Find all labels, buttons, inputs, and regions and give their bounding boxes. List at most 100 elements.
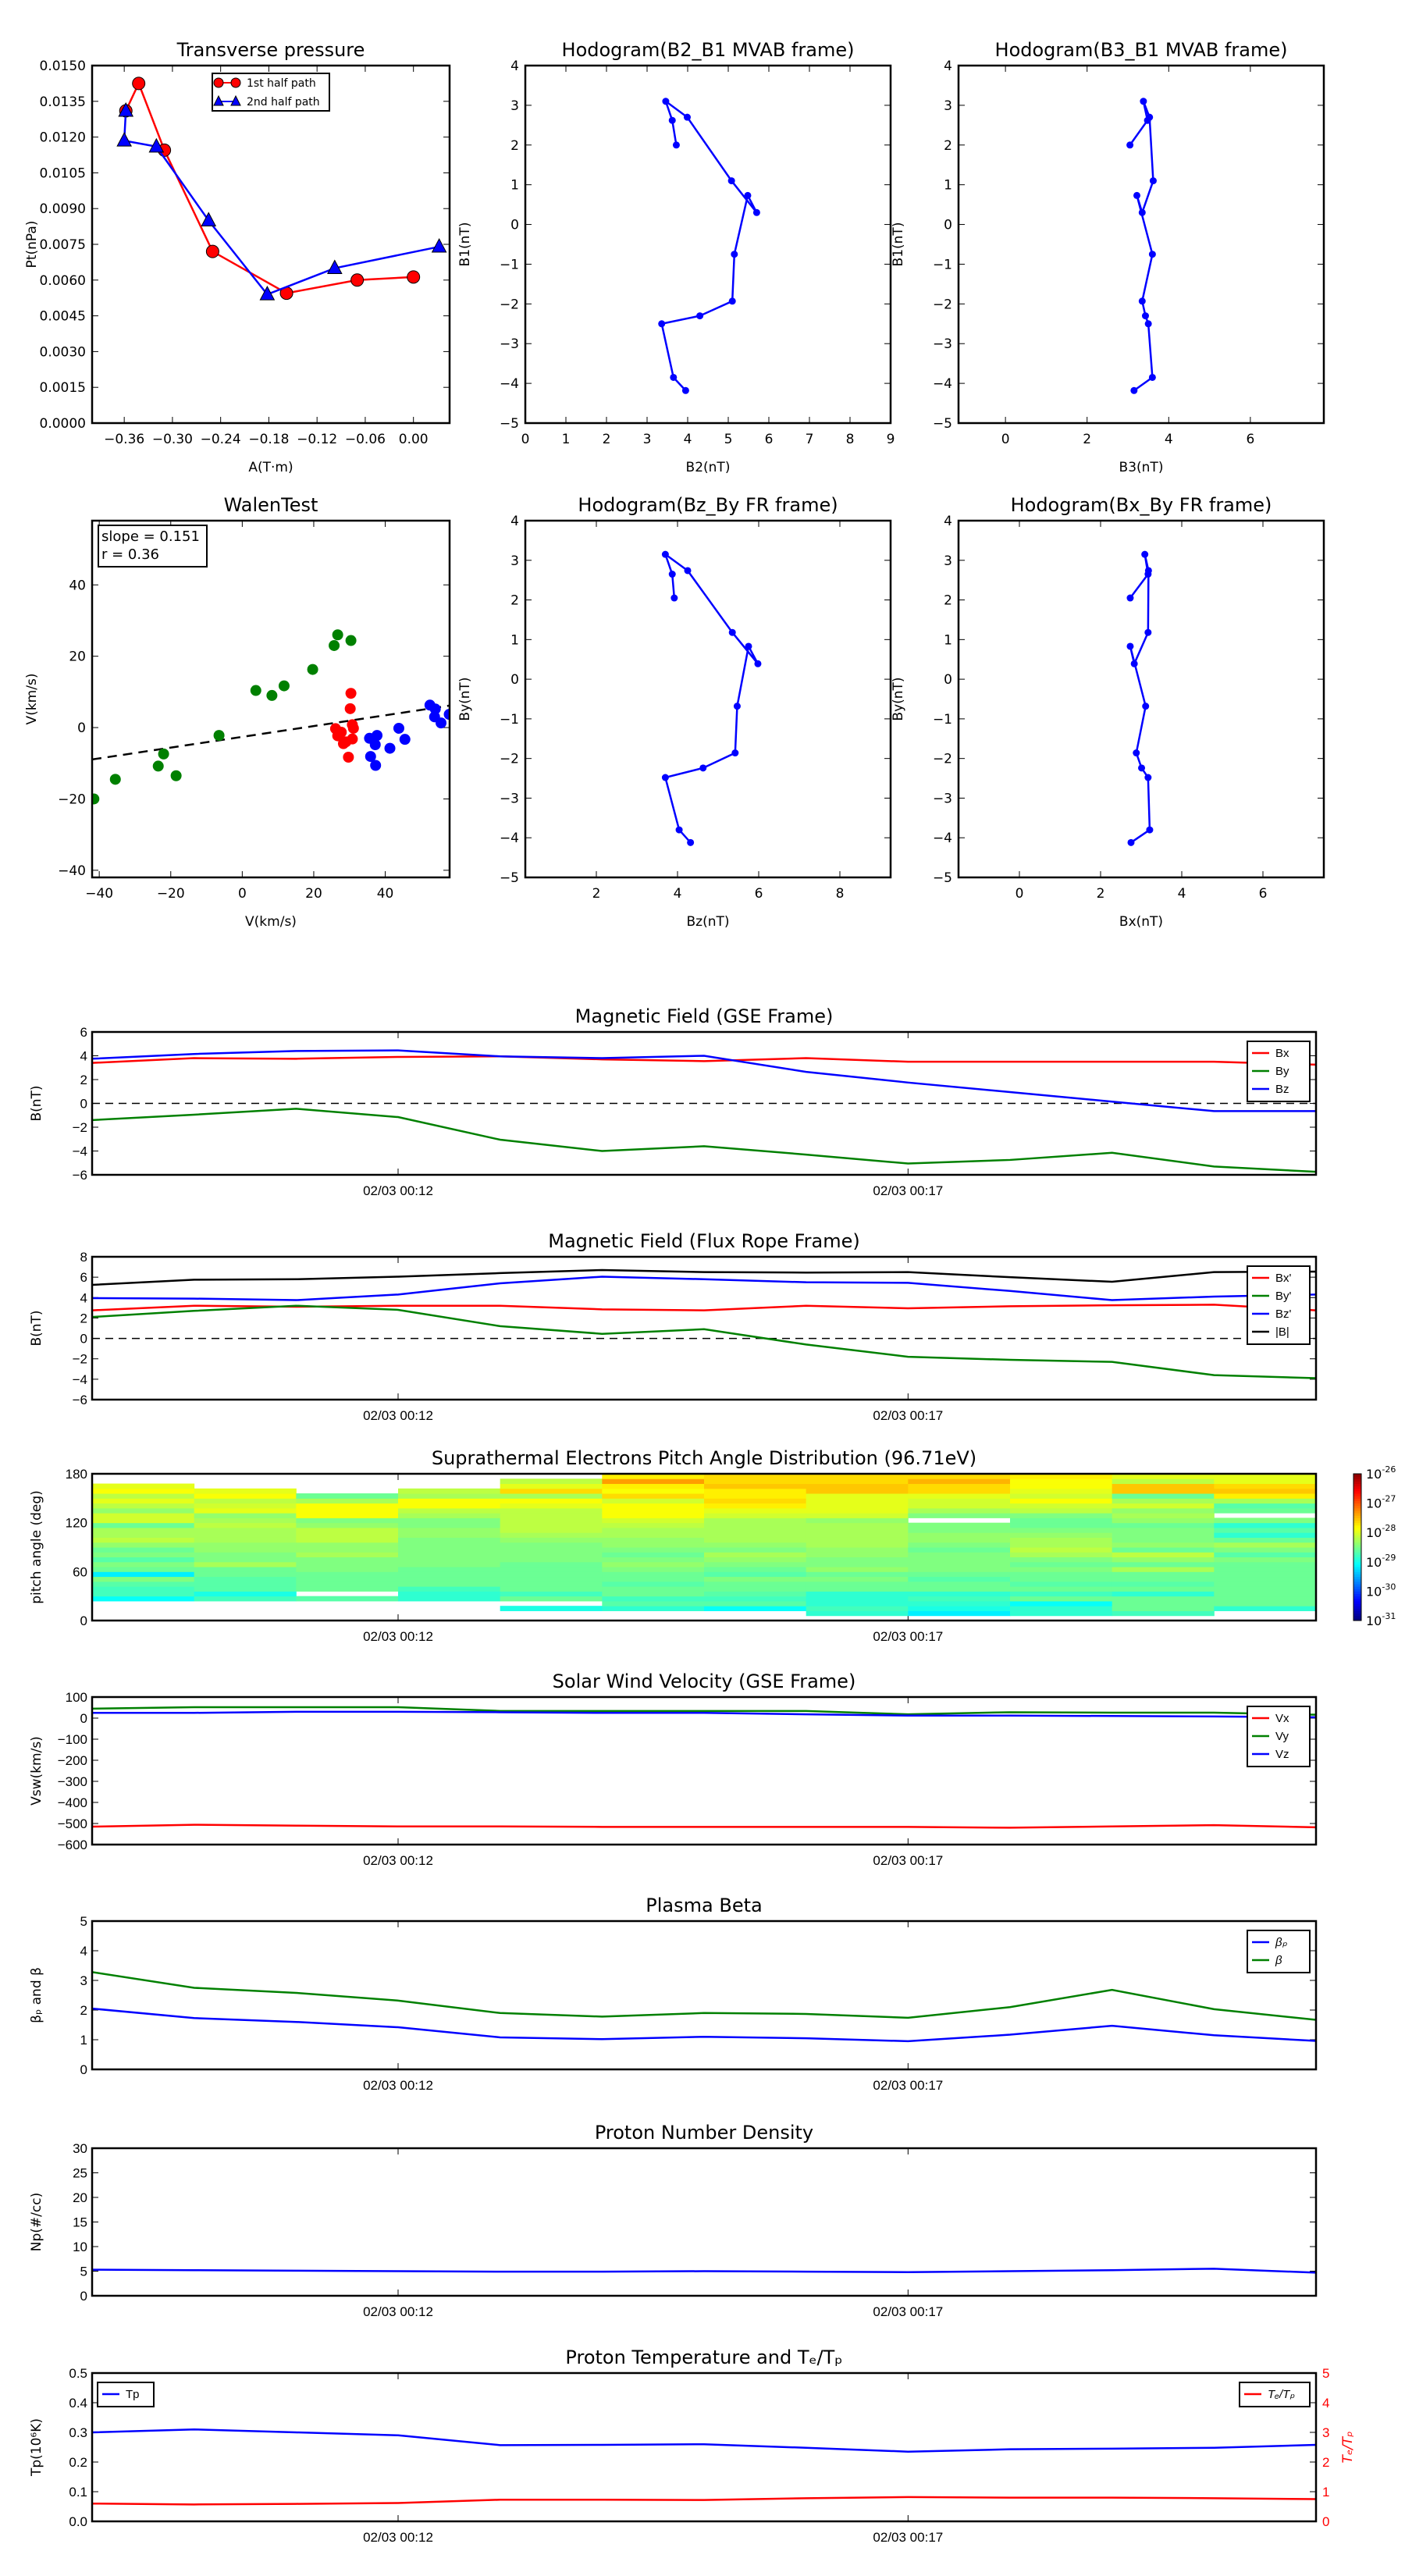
heatmap-cell bbox=[398, 1488, 501, 1494]
heatmap-cell bbox=[806, 1503, 909, 1509]
heatmap-cell bbox=[704, 1478, 807, 1485]
heatmap-cell bbox=[908, 1537, 1011, 1543]
x-tick-label: 0 bbox=[238, 886, 247, 902]
heatmap-cell bbox=[1214, 1581, 1316, 1587]
heatmap-cell bbox=[908, 1567, 1011, 1572]
data-point bbox=[745, 642, 752, 650]
heatmap-cell bbox=[602, 1586, 705, 1592]
heatmap-cell bbox=[806, 1561, 909, 1567]
plot-frame bbox=[91, 1920, 1318, 2071]
data-point bbox=[744, 191, 752, 199]
heatmap-cell bbox=[908, 1552, 1011, 1558]
y-tick-label: −4 bbox=[933, 376, 952, 392]
data-point bbox=[1126, 141, 1134, 149]
heatmap-cell bbox=[1010, 1600, 1113, 1606]
heatmap-cell bbox=[806, 1474, 909, 1479]
legend-label: Bx bbox=[1275, 1047, 1289, 1060]
heatmap-cell bbox=[806, 1552, 909, 1558]
heatmap-cell bbox=[1214, 1567, 1316, 1572]
hodogram-b2-b1-chart: Hodogram(B2_B1 MVAB frame) 0 1 2 3 4 5 6 7 8 9 −5 −4… bbox=[457, 39, 895, 475]
data-point bbox=[1146, 113, 1154, 121]
colorbar-segment bbox=[1353, 1608, 1361, 1611]
data-point bbox=[332, 730, 343, 742]
data-point bbox=[350, 273, 365, 287]
chart-title: Solar Wind Velocity (GSE Frame) bbox=[553, 1670, 856, 1692]
data-point bbox=[152, 760, 164, 772]
x-tick-label: 02/03 00:12 bbox=[363, 1629, 433, 1644]
heatmap-cell bbox=[500, 1606, 603, 1611]
heatmap-cell bbox=[194, 1503, 297, 1509]
colorbar-segment bbox=[1353, 1610, 1361, 1614]
heatmap-cell bbox=[500, 1513, 603, 1518]
data-point bbox=[733, 703, 741, 710]
data-point bbox=[699, 764, 707, 772]
colorbar-exponent: -31 bbox=[1382, 1611, 1396, 1621]
legend-label: β bbox=[1275, 1954, 1282, 1967]
data-point bbox=[92, 793, 100, 805]
heatmap-cell bbox=[908, 1522, 1011, 1528]
series-line-Te/Tp bbox=[92, 2496, 1316, 2506]
data-point bbox=[148, 137, 165, 153]
heatmap-cell bbox=[92, 1503, 195, 1509]
data-point bbox=[731, 749, 739, 757]
series-line-Vx bbox=[92, 1823, 1316, 1829]
heatmap-cell bbox=[398, 1522, 501, 1528]
heatmap-cell bbox=[1214, 1606, 1316, 1611]
y-tick-label: 0.0075 bbox=[40, 237, 86, 253]
plot-area bbox=[92, 2428, 1316, 2506]
heatmap-cell bbox=[92, 1522, 195, 1528]
data-point bbox=[158, 748, 169, 760]
colorbar-segment bbox=[1353, 1584, 1361, 1587]
x-tick-label: 2 bbox=[592, 886, 601, 902]
heatmap-cell bbox=[1112, 1547, 1215, 1553]
heatmap-cell bbox=[1010, 1527, 1113, 1533]
y-tick-label: 40 bbox=[69, 578, 86, 593]
heatmap-cell bbox=[806, 1596, 909, 1602]
legend-label: By' bbox=[1275, 1290, 1292, 1303]
data-point bbox=[1140, 98, 1147, 105]
chart-title: Magnetic Field (GSE Frame) bbox=[575, 1005, 834, 1027]
heatmap-cell bbox=[1112, 1576, 1215, 1582]
heatmap-cell bbox=[704, 1517, 807, 1524]
y-tick-label: 4 bbox=[944, 514, 952, 529]
heatmap-cell bbox=[92, 1547, 195, 1553]
colorbar-exponent: -29 bbox=[1382, 1553, 1396, 1563]
y-tick-label: −6 bbox=[73, 1393, 87, 1407]
colorbar-segment bbox=[1353, 1481, 1361, 1485]
y-tick-label: −600 bbox=[58, 1838, 87, 1852]
heatmap-cell bbox=[908, 1600, 1011, 1606]
heatmap-cell bbox=[194, 1567, 297, 1572]
data-point bbox=[1138, 208, 1146, 216]
heatmap-cell bbox=[1214, 1507, 1316, 1514]
y2-tick-label: 5 bbox=[1322, 2366, 1329, 2381]
heatmap-cell bbox=[1214, 1517, 1316, 1524]
heatmap-cell bbox=[500, 1503, 603, 1509]
heatmap-cell bbox=[704, 1522, 807, 1528]
series-line-Np bbox=[92, 2268, 1316, 2274]
heatmap-cell bbox=[1214, 1552, 1316, 1558]
data-point bbox=[116, 132, 132, 147]
data-point bbox=[307, 664, 318, 675]
heatmap-cell bbox=[806, 1498, 909, 1504]
heatmap-cell bbox=[806, 1513, 909, 1518]
heatmap-cell bbox=[398, 1567, 501, 1572]
plot-frame bbox=[91, 519, 451, 879]
heatmap-cell bbox=[1214, 1474, 1316, 1479]
y-tick-label: 0.4 bbox=[69, 2396, 87, 2411]
y-tick-label: 0 bbox=[77, 720, 86, 736]
heatmap-cell bbox=[1112, 1503, 1215, 1509]
data-point bbox=[278, 680, 290, 692]
chart-title: Magnetic Field (Flux Rope Frame) bbox=[548, 1230, 859, 1252]
heatmap-cell bbox=[1010, 1610, 1113, 1617]
heatmap-cell bbox=[92, 1542, 195, 1548]
data-point bbox=[259, 286, 276, 301]
heatmap-cell bbox=[602, 1498, 705, 1504]
heatmap-cell bbox=[908, 1581, 1011, 1587]
y-tick-label: −40 bbox=[58, 863, 86, 879]
plot-area bbox=[92, 629, 450, 805]
y-tick-label: −4 bbox=[73, 1144, 87, 1159]
plot-area bbox=[1126, 550, 1154, 846]
data-point bbox=[1138, 764, 1146, 772]
data-point bbox=[675, 826, 683, 834]
